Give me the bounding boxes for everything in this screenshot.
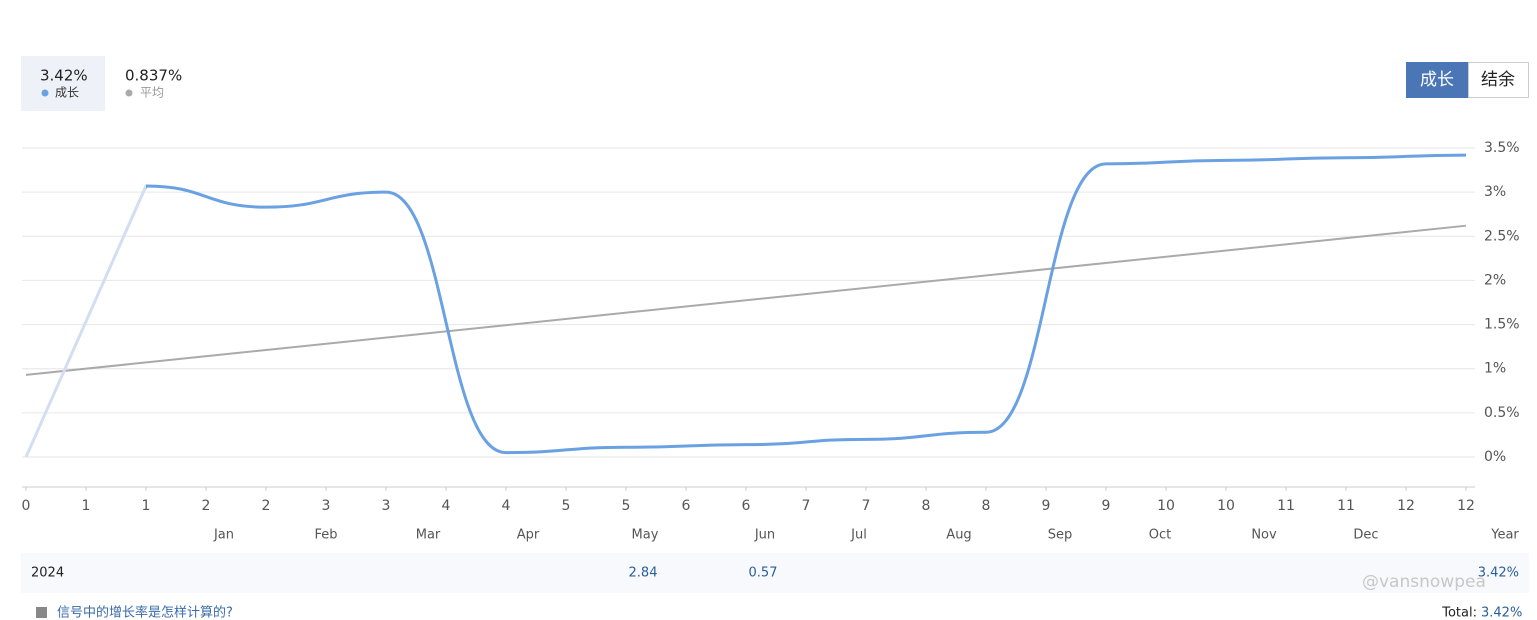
month-label: Apr <box>517 528 540 543</box>
y-tick-label: 1% <box>1484 361 1506 377</box>
growth-line <box>24 153 1467 458</box>
month-label: Jun <box>754 528 775 543</box>
x-tick-label: 1 <box>142 498 151 514</box>
month-label: Feb <box>314 528 337 543</box>
x-tick-label: 4 <box>502 498 511 514</box>
help-link[interactable]: 信号中的增长率是怎样计算的? <box>57 605 233 620</box>
x-tick-label: 8 <box>982 498 991 514</box>
x-tick-label: 6 <box>742 498 751 514</box>
y-tick-label: 3% <box>1484 184 1506 200</box>
y-tick-label: 0% <box>1484 449 1506 465</box>
month-label: Jan <box>213 528 234 543</box>
table-row-bg <box>21 553 1529 593</box>
y-tick-label: 0.5% <box>1484 405 1520 421</box>
tab-label[interactable]: 平均 <box>140 86 164 100</box>
tab-value[interactable]: 0.837% <box>125 67 182 85</box>
x-tick-label: 12 <box>1397 498 1415 514</box>
x-tick-label: 10 <box>1217 498 1235 514</box>
y-tick-label: 2.5% <box>1484 228 1520 244</box>
tab-active-bg[interactable] <box>21 56 105 111</box>
x-tick-label: 6 <box>682 498 691 514</box>
cell-value: 0.57 <box>749 566 778 581</box>
average-line <box>25 224 1467 376</box>
x-tick-label: 10 <box>1157 498 1175 514</box>
x-tick-label: 5 <box>562 498 571 514</box>
x-tick-label: 11 <box>1277 498 1295 514</box>
y-tick-label: 3.5% <box>1484 140 1520 156</box>
month-label: Oct <box>1149 528 1171 543</box>
tab-label: 成长 <box>55 86 79 100</box>
x-tick-label: 4 <box>442 498 451 514</box>
month-label: Jul <box>850 528 867 543</box>
x-tick-label: 8 <box>922 498 931 514</box>
x-tick-label: 7 <box>802 498 811 514</box>
x-tick-label: 9 <box>1042 498 1051 514</box>
x-tick-label: 0 <box>22 498 31 514</box>
x-tick-label: 12 <box>1457 498 1475 514</box>
legend-dot <box>125 89 133 97</box>
y-tick-label: 2% <box>1484 272 1506 288</box>
x-tick-label: 5 <box>622 498 631 514</box>
x-tick-label: 2 <box>202 498 211 514</box>
x-tick-label: 11 <box>1337 498 1355 514</box>
legend-dot <box>41 89 49 97</box>
month-label: Nov <box>1251 528 1277 543</box>
button[interactable] <box>1468 62 1529 98</box>
x-tick-label: 2 <box>262 498 271 514</box>
x-tick-label: 3 <box>382 498 391 514</box>
x-tick-label: 9 <box>1102 498 1111 514</box>
total-value: 3.42% <box>1481 606 1522 620</box>
month-label: Mar <box>416 528 441 543</box>
cell-value: 2.84 <box>629 566 658 581</box>
watermark: @vansnowpea <box>1362 572 1486 592</box>
x-tick-label: 7 <box>862 498 871 514</box>
cell-value: 3.42% <box>1478 566 1519 581</box>
y-tick-label: 1.5% <box>1484 317 1520 333</box>
row-label: 2024 <box>31 566 64 581</box>
month-label: Dec <box>1353 528 1378 543</box>
help-icon <box>36 607 47 618</box>
x-tick-label: 1 <box>82 498 91 514</box>
button-label[interactable]: 结余 <box>1481 70 1515 90</box>
x-tick-label: 3 <box>322 498 331 514</box>
month-label: Year <box>1490 528 1519 543</box>
month-label: May <box>632 528 659 543</box>
month-label: Sep <box>1048 528 1073 543</box>
month-label: Aug <box>946 528 971 543</box>
button-label[interactable]: 成长 <box>1420 70 1454 90</box>
button-active[interactable] <box>1406 62 1468 98</box>
total-label: Total: <box>1441 606 1477 620</box>
tab-value: 3.42% <box>40 67 88 85</box>
